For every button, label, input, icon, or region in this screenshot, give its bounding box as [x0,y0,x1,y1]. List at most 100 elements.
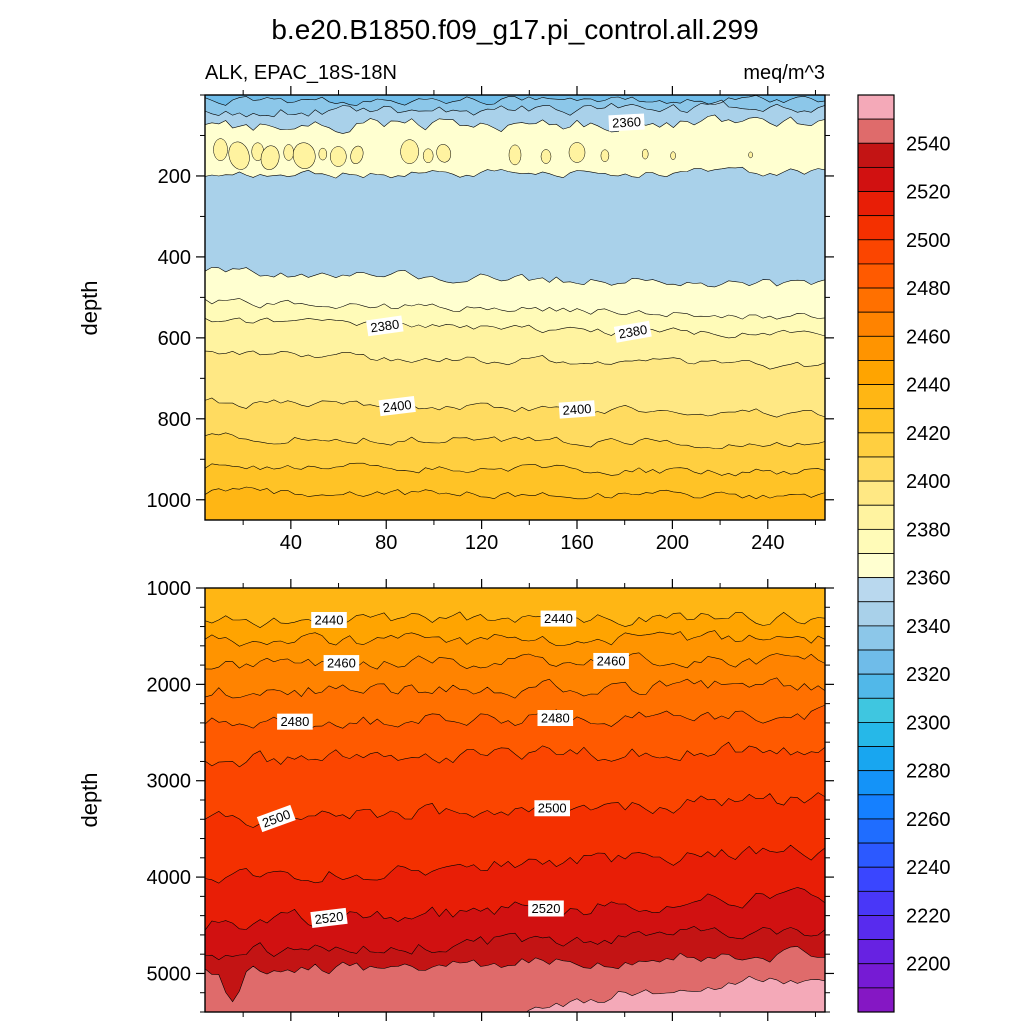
y-axis-tick-label: 4000 [147,867,192,889]
colorbar-segment [857,866,895,892]
contour-line [205,266,825,288]
colorbar-segment [857,239,895,265]
contour-band [205,792,825,884]
units-label: meq/m^3 [743,62,825,84]
contour-label-text: 2380 [617,322,648,342]
field-label: ALK, EPAC_18S-18N [205,62,397,84]
contour-line [205,166,825,179]
contour-blob [260,145,280,170]
contour-line [205,946,825,1003]
colorbar-segment [857,939,895,965]
contour-label-text: 2500 [538,801,567,816]
contour-band [205,742,825,828]
y-axis-tick-label: 1000 [147,490,192,512]
contour-band [205,317,825,370]
colorbar-segment [857,311,895,337]
colorbar-tick-label: 2520 [906,182,951,204]
colorbar: 2540 2520 2500 2480 2460 2440 2420 2400 2380 2360… [857,94,951,1013]
contour-line [205,652,825,670]
contour-band [205,298,825,338]
contour-band [205,95,825,106]
contour-line [205,887,825,931]
colorbar-tick-label: 2220 [906,905,951,927]
y-axis-tick-label: 800 [158,409,191,431]
y-axis-tick-label: 5000 [147,963,192,985]
contour-band [205,677,825,730]
colorbar-segment [857,118,895,144]
contour-bands [205,95,825,520]
colorbar-segment [857,818,895,844]
axis-ticks [196,579,834,1021]
contour-blob [748,151,753,159]
contour-blob [422,148,434,163]
contour-blob [508,144,522,166]
x-axis-tick-label: 80 [375,532,397,554]
y-axis-tick-label: 200 [158,166,191,188]
contour-band [526,976,825,1012]
colorbar-segment [857,746,895,772]
contour-line [205,792,825,828]
contour-blob [350,145,364,164]
contour-blob [540,149,552,164]
contour-line [205,677,825,699]
colorbar-segment [857,142,895,168]
contour-blob [228,141,250,170]
colorbar-tick-label: 2400 [906,471,951,493]
colorbar-segment [857,480,895,506]
contour-label-text: 2360 [612,114,642,130]
colorbar-segment [857,794,895,820]
colorbar-tick-label: 2420 [906,423,951,445]
colorbar-tick-label: 2440 [906,375,951,397]
contour-label: 2380 [366,315,404,337]
colorbar-segment [857,697,895,723]
panel-frame [204,94,826,521]
contour-blob [318,147,328,161]
colorbar-segment [857,625,895,651]
colorbar-segment [857,577,895,603]
contour-line [205,741,825,768]
colorbar-tick-label: 2280 [906,761,951,783]
colorbar-segment [857,287,895,313]
contour-label-text: 2520 [314,909,345,927]
colorbar-tick-label: 2360 [906,568,951,590]
colorbar-segment [857,191,895,217]
contour-label: 2480 [537,710,574,727]
contour-line [205,630,825,647]
contour-labels: 2360 2380 2380 2400 2400 [366,113,652,419]
colorbar-segment [857,673,895,699]
contour-blob [641,148,649,160]
x-axis-tick-label: 40 [280,532,302,554]
contour-band [205,350,825,418]
contour-line [205,462,825,477]
axis-ticks [196,86,834,529]
contour-line [205,99,825,118]
contour-label-text: 2480 [541,711,570,726]
colorbar-segment [857,94,895,120]
contour-label: 2520 [528,900,564,917]
upper-contour-panel: 2360 2380 2380 2400 2400 40 80 120 160 200 240 200 4… [147,86,834,554]
depth-axis-label-upper: depth [77,280,102,335]
contour-label: 2480 [277,713,313,730]
colorbar-segment [857,649,895,675]
colorbar-segment [857,456,895,482]
contour-label-text: 2380 [369,316,400,335]
contour-label-text: 2460 [327,656,356,671]
up-fill-area: 2360 2380 2380 2400 2400 [205,95,825,520]
colorbar-segment [857,215,895,241]
contour-label: 2440 [311,611,347,628]
contour-band [205,926,825,1002]
contour-band [205,463,825,499]
contour-band [205,100,825,134]
contour-label-text: 2400 [562,401,592,418]
colorbar-segment [857,432,895,458]
contour-blob [670,151,676,160]
colorbar-segment [857,384,895,410]
contour-bands [205,588,825,1012]
contour-blob [568,142,586,163]
contour-lines [205,95,825,500]
colorbar-tick-label: 2460 [906,326,951,348]
contour-line [205,114,825,134]
contour-blobs [213,138,753,170]
